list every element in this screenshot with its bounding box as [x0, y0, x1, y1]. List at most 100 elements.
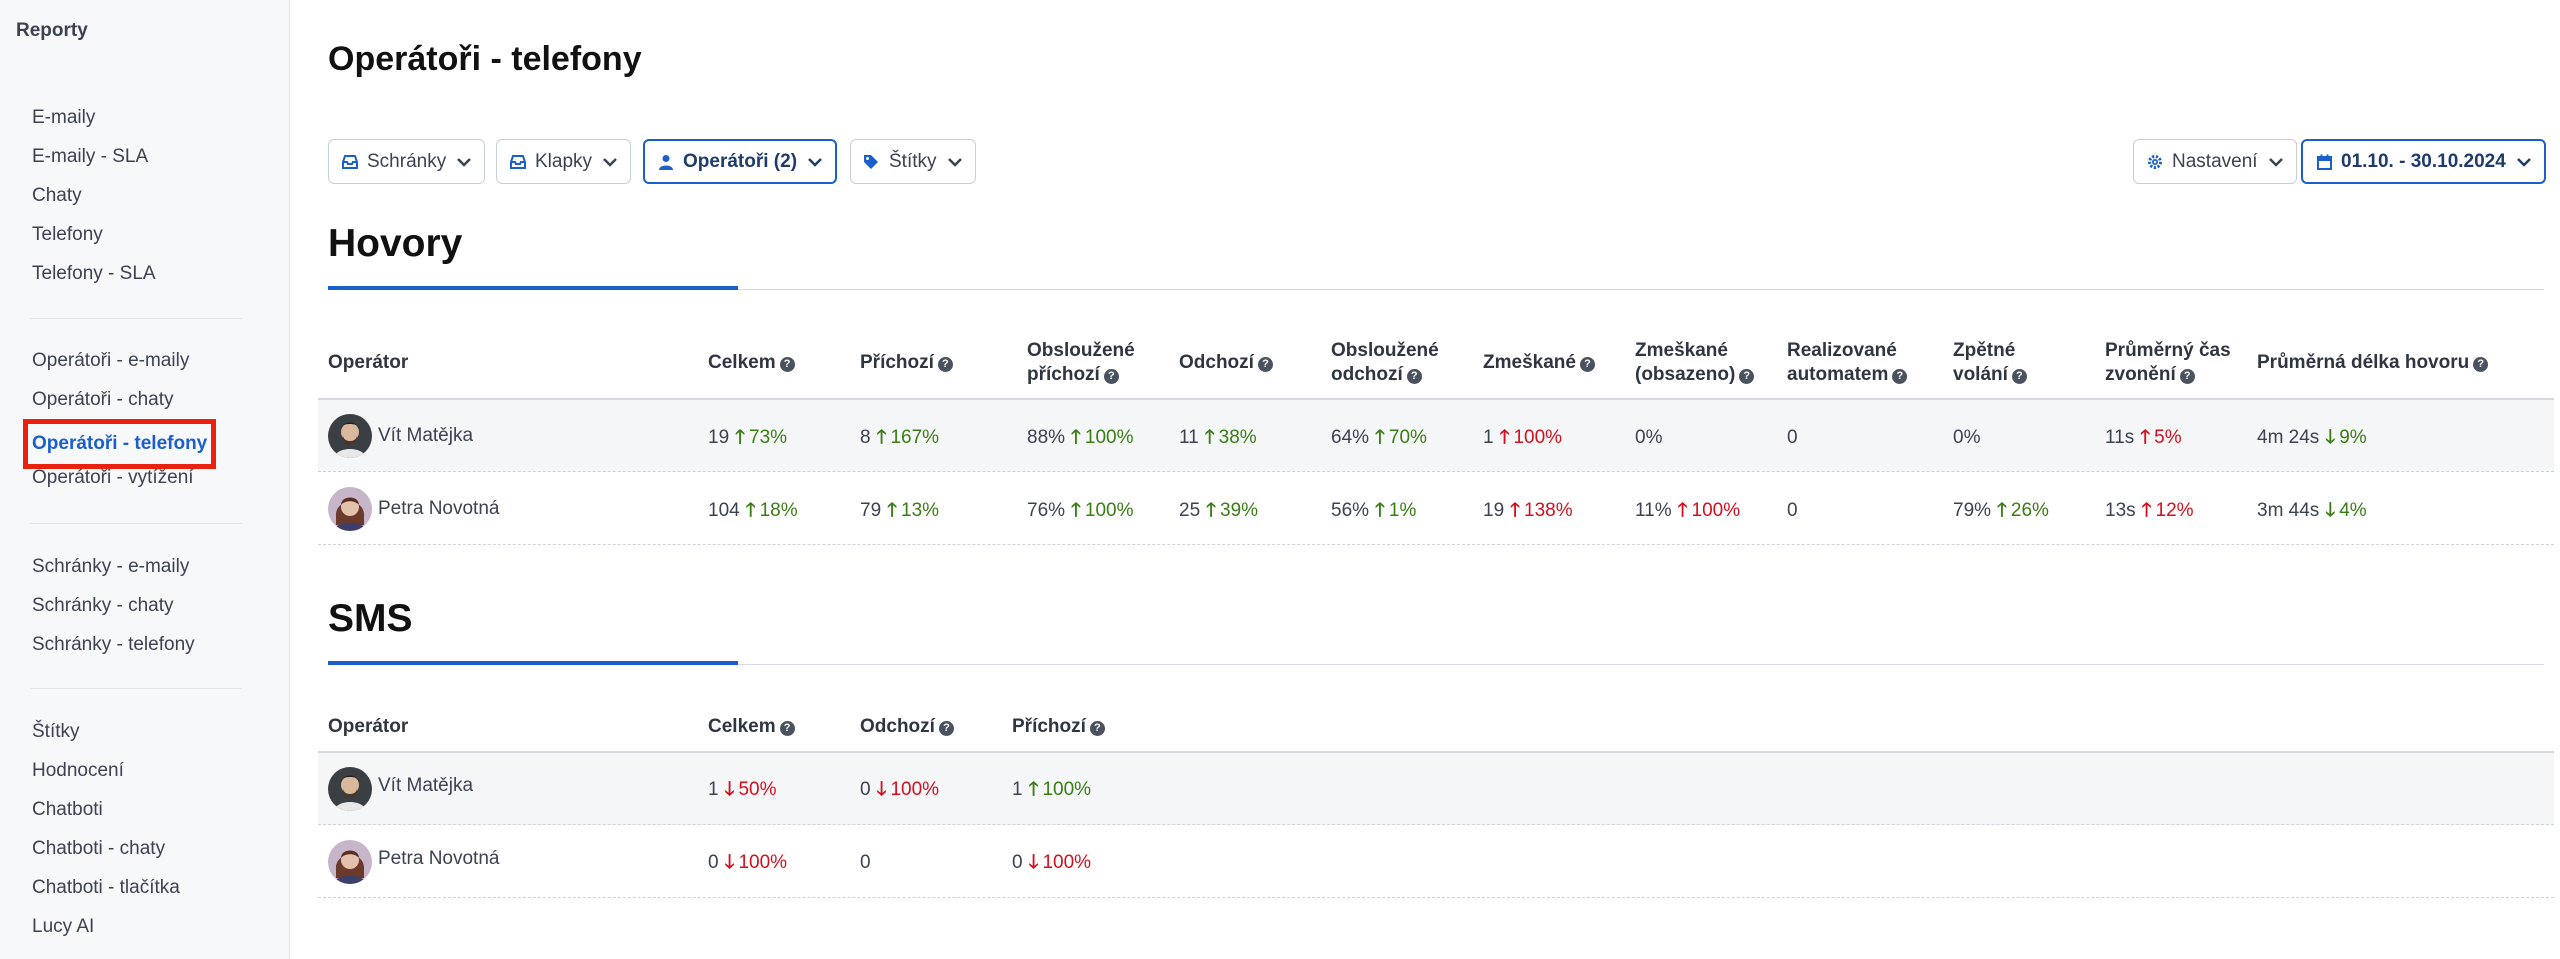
cell-prichozi: 1 🡑 100% — [1012, 779, 1092, 800]
nav-item-telefony[interactable]: Telefony — [32, 224, 103, 245]
col-header-operator: Operátor — [328, 716, 409, 737]
nav-item-schranky-telefony[interactable]: Schránky - telefony — [32, 634, 195, 655]
nav-group-inboxes: Schránky - e-maily Schránky - chaty Schr… — [0, 547, 290, 664]
nav-item-operatori-telefony[interactable]: Operátoři - telefony — [0, 419, 290, 469]
avatar — [328, 767, 372, 811]
cell-obsl-prichozi: 88% 🡑 100% — [1027, 427, 1134, 448]
nav-item-operatori-emaily[interactable]: Operátoři - e-maily — [32, 350, 190, 371]
nav-item-schranky-chaty[interactable]: Schránky - chaty — [32, 595, 174, 616]
question-circle-icon[interactable]: ? — [938, 721, 954, 736]
nav-item-chatboti-chaty[interactable]: Chatboti - chaty — [32, 838, 166, 859]
filter-operatori-dropdown[interactable]: Operátoři (2) — [643, 139, 838, 184]
date-range-dropdown[interactable]: 01.10. - 30.10.2024 — [2301, 139, 2546, 184]
avatar — [328, 840, 372, 884]
col-header-prum-cas: Průměrný čas zvonění? — [2105, 340, 2231, 385]
calendar-icon — [2315, 153, 2333, 171]
user-icon — [657, 153, 675, 171]
nav-item-telefony-sla[interactable]: Telefony - SLA — [32, 263, 156, 284]
nav-divider — [30, 688, 242, 689]
section-title-sms: SMS — [328, 597, 413, 640]
nav-item-chatboti-tlacitka[interactable]: Chatboti - tlačítka — [32, 877, 180, 898]
question-circle-icon[interactable]: ? — [1739, 369, 1755, 384]
cell-prum-delka: 4m 24s 🡓 9% — [2257, 427, 2367, 448]
question-circle-icon[interactable]: ? — [1103, 369, 1119, 384]
nav-item-lucy-ai[interactable]: Lucy AI — [32, 916, 95, 937]
arrow-down-icon: 🡓 — [724, 852, 735, 873]
arrow-up-icon: 🡑 — [735, 427, 746, 448]
chevron-down-icon — [947, 154, 963, 170]
filter-operatori-label: Operátoři (2) — [683, 150, 798, 172]
question-circle-icon[interactable]: ? — [2473, 357, 2489, 372]
nav-group-operators: Operátoři - e-maily Operátoři - chaty Op… — [0, 341, 290, 497]
filter-schranky-dropdown[interactable]: Schránky — [328, 139, 486, 184]
col-header-zpetne: Zpětné volání? — [1953, 339, 2027, 387]
question-circle-icon[interactable]: ? — [779, 721, 795, 736]
arrow-up-icon: 🡑 — [1997, 500, 2007, 521]
chevron-down-icon — [2516, 154, 2532, 170]
nav-item-operatori-vytizeni[interactable]: Operátoři - vytížení — [32, 467, 194, 488]
question-circle-icon[interactable]: ? — [2179, 369, 2195, 384]
nav-item-emaily-sla[interactable]: E-maily - SLA — [32, 146, 149, 167]
page-title: Operátoři - telefony — [328, 40, 642, 78]
question-circle-icon[interactable]: ? — [1257, 357, 1273, 372]
nav-item-hodnoceni[interactable]: Hodnocení — [32, 760, 124, 781]
nav-item-operatori-chaty[interactable]: Operátoři - chaty — [32, 389, 174, 410]
cell-odchozi: 0 — [860, 852, 871, 873]
settings-label: Nastavení — [2172, 150, 2258, 172]
nav-item-emaily[interactable]: E-maily — [32, 107, 96, 128]
cell-odchozi: 0 🡓 100% — [860, 779, 940, 800]
operator-name: Petra Novotná — [378, 498, 500, 519]
arrow-up-icon: 🡑 — [2140, 427, 2151, 448]
question-circle-icon[interactable]: ? — [2011, 369, 2027, 384]
sidebar: Reporty E-maily E-maily - SLA Chaty Tele… — [0, 0, 290, 959]
avatar — [328, 487, 372, 531]
cell-zpetne: 79% 🡑 26% — [1953, 500, 2049, 521]
col-header-realizovane: Realizované automatem? — [1787, 339, 1908, 387]
section-rule-accent — [328, 286, 738, 290]
cell-obsl-odchozi: 56% 🡑 1% — [1331, 500, 1417, 521]
question-circle-icon[interactable]: ? — [1892, 369, 1908, 384]
col-header-obsl-odchozi: Obsloužené odchozí? — [1331, 340, 1439, 385]
nav-item-chatboti[interactable]: Chatboti — [32, 799, 103, 820]
nav-item-chaty[interactable]: Chaty — [32, 185, 82, 206]
nav-item-stitky[interactable]: Štítky — [32, 721, 80, 742]
filter-stitky-dropdown[interactable]: Štítky — [850, 139, 976, 184]
col-header-celkem: Celkem? — [708, 351, 795, 375]
filter-stitky-label: Štítky — [889, 150, 937, 172]
settings-dropdown[interactable]: Nastavení — [2133, 139, 2297, 184]
filter-klapky-dropdown[interactable]: Klapky — [496, 139, 632, 184]
cell-odchozi: 25 🡑 39% — [1179, 500, 1259, 521]
cell-prichozi: 8 🡑 167% — [860, 427, 940, 448]
cell-celkem: 104 🡑 18% — [708, 500, 798, 521]
arrow-up-icon: 🡑 — [745, 500, 756, 521]
cell-prum-delka: 3m 44s 🡓 4% — [2257, 500, 2367, 521]
question-circle-icon[interactable]: ? — [1406, 369, 1422, 384]
cell-prum-cas: 11s 🡑 5% — [2105, 427, 2182, 448]
question-circle-icon[interactable]: ? — [1089, 721, 1105, 736]
cell-obsl-prichozi: 76% 🡑 100% — [1027, 500, 1134, 521]
cell-zpetne: 0% — [1953, 427, 1981, 448]
col-header-operator: Operátor — [328, 352, 409, 373]
arrow-up-icon: 🡑 — [876, 427, 887, 448]
cell-prichozi: 0 🡓 100% — [1012, 852, 1092, 873]
arrow-up-icon: 🡑 — [1499, 427, 1510, 448]
arrow-up-icon: 🡑 — [1206, 500, 1217, 521]
nav-group-other: Štítky Hodnocení Chatboti Chatboti - cha… — [0, 712, 290, 946]
question-circle-icon[interactable]: ? — [1579, 357, 1595, 372]
tags-icon — [863, 153, 881, 171]
cell-zmeskane: 1 🡑 100% — [1483, 427, 1563, 448]
table-row — [318, 826, 2554, 898]
inbox-icon — [341, 153, 359, 171]
arrow-down-icon: 🡓 — [2325, 427, 2336, 448]
section-rule-accent — [328, 661, 738, 665]
cell-celkem: 19 🡑 73% — [708, 427, 788, 448]
cell-realizovane: 0 — [1787, 500, 1798, 521]
question-circle-icon[interactable]: ? — [937, 357, 953, 372]
nav-item-schranky-emaily[interactable]: Schránky - e-maily — [32, 556, 190, 577]
cell-prum-cas: 13s 🡑 12% — [2105, 500, 2194, 521]
cell-prichozi: 79 🡑 13% — [860, 500, 940, 521]
cell-obsl-odchozi: 64% 🡑 70% — [1331, 427, 1427, 448]
cell-celkem: 1 🡓 50% — [708, 779, 777, 800]
nav-item-label-active: Operátoři - telefony — [23, 419, 217, 469]
question-circle-icon[interactable]: ? — [779, 357, 795, 372]
